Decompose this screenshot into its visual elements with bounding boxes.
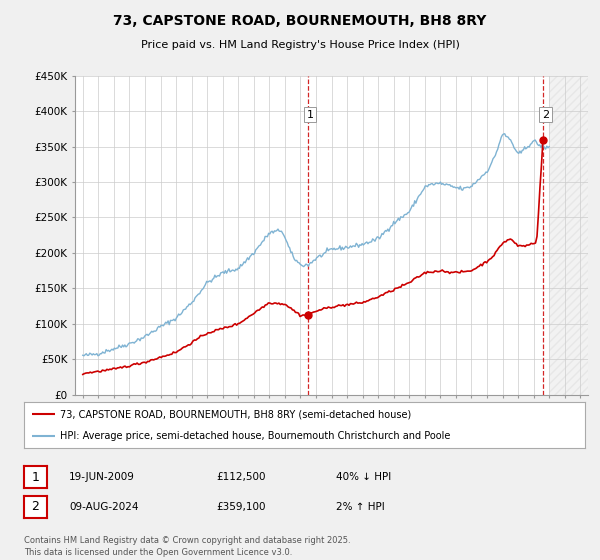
Text: 40% ↓ HPI: 40% ↓ HPI	[336, 472, 391, 482]
Text: 73, CAPSTONE ROAD, BOURNEMOUTH, BH8 8RY: 73, CAPSTONE ROAD, BOURNEMOUTH, BH8 8RY	[113, 14, 487, 28]
Text: 1: 1	[307, 110, 313, 120]
Text: 09-AUG-2024: 09-AUG-2024	[69, 502, 139, 512]
Text: 2% ↑ HPI: 2% ↑ HPI	[336, 502, 385, 512]
Text: Price paid vs. HM Land Registry's House Price Index (HPI): Price paid vs. HM Land Registry's House …	[140, 40, 460, 50]
Text: 2: 2	[542, 110, 549, 120]
Text: Contains HM Land Registry data © Crown copyright and database right 2025.
This d: Contains HM Land Registry data © Crown c…	[24, 536, 350, 557]
Bar	[549, 76, 588, 395]
Text: HPI: Average price, semi-detached house, Bournemouth Christchurch and Poole: HPI: Average price, semi-detached house,…	[61, 431, 451, 441]
Text: 19-JUN-2009: 19-JUN-2009	[69, 472, 135, 482]
Text: 2: 2	[31, 500, 40, 514]
Text: 1: 1	[31, 470, 40, 484]
Text: 73, CAPSTONE ROAD, BOURNEMOUTH, BH8 8RY (semi-detached house): 73, CAPSTONE ROAD, BOURNEMOUTH, BH8 8RY …	[61, 409, 412, 419]
Text: £112,500: £112,500	[216, 472, 265, 482]
Text: £359,100: £359,100	[216, 502, 265, 512]
